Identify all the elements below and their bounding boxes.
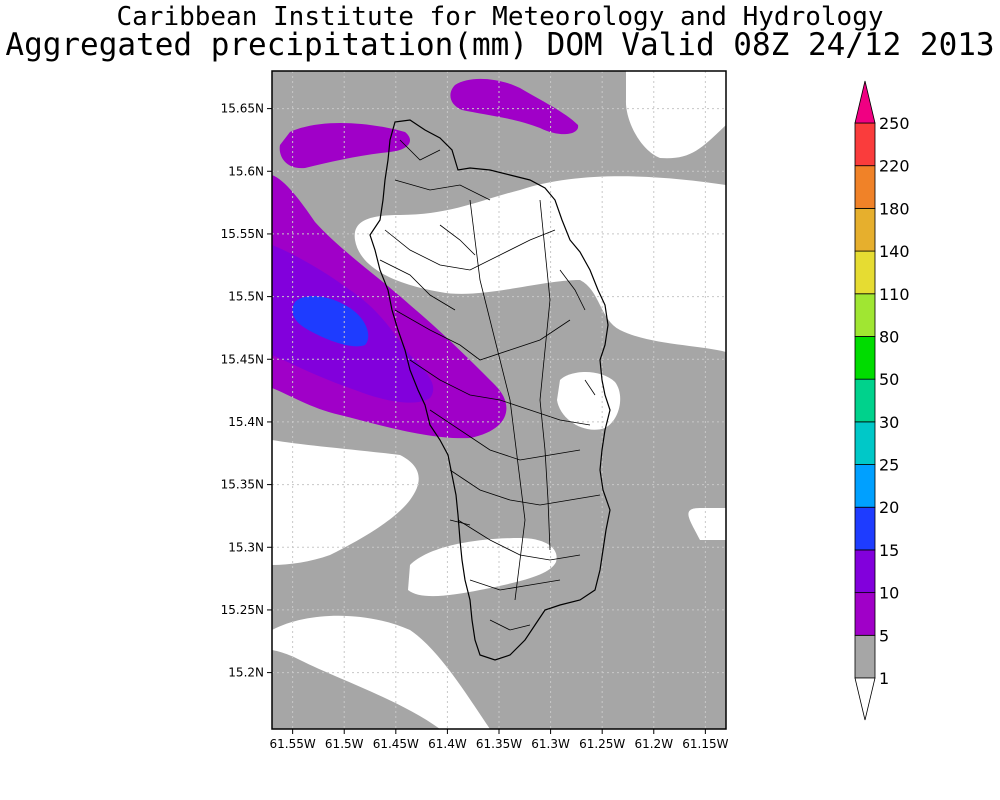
no-rain-area-sw bbox=[272, 615, 490, 729]
x-tick-label: 61.55W bbox=[270, 737, 316, 751]
colorbar-segment bbox=[854, 378, 876, 423]
x-tick-label: 61.15W bbox=[682, 737, 728, 751]
y-tick-label: 15.3N bbox=[228, 540, 264, 554]
no-rain-area-south bbox=[408, 538, 557, 597]
x-tick-label: 61.3W bbox=[531, 737, 570, 751]
no-rain-area-east bbox=[557, 372, 621, 430]
y-tick-label: 15.5N bbox=[228, 290, 264, 304]
colorbar-label: 1 bbox=[879, 669, 889, 688]
colorbar-segment bbox=[854, 165, 876, 209]
y-tick-label: 15.35N bbox=[221, 478, 264, 492]
colorbar-label: 5 bbox=[879, 626, 889, 645]
colorbar-label: 50 bbox=[879, 370, 899, 389]
colorbar-segment bbox=[854, 464, 876, 508]
colorbar-segment bbox=[854, 506, 876, 551]
no-rain-area-ne bbox=[625, 71, 726, 159]
colorbar-label: 250 bbox=[879, 114, 910, 133]
colorbar-segment bbox=[854, 122, 876, 167]
x-axis-ticks: 61.55W 61.5W 61.45W 61.4W 61.35W 61.3W 61.25W 6… bbox=[270, 729, 729, 751]
map-area bbox=[272, 71, 726, 729]
y-tick-label: 15.4N bbox=[228, 415, 264, 429]
colorbar-min-triangle bbox=[854, 677, 876, 721]
colorbar-label: 220 bbox=[879, 157, 910, 176]
y-tick-label: 15.25N bbox=[221, 603, 264, 617]
colorbar-label: 180 bbox=[879, 199, 910, 218]
x-tick-label: 61.5W bbox=[325, 737, 364, 751]
colorbar-label: 15 bbox=[879, 541, 899, 560]
x-tick-label: 61.35W bbox=[476, 737, 522, 751]
dominica-coastline bbox=[369, 119, 611, 661]
colorbar-label: 80 bbox=[879, 327, 899, 346]
map-gridlines bbox=[272, 71, 726, 729]
colorbar-segment bbox=[854, 592, 876, 636]
river-network bbox=[379, 139, 601, 631]
colorbar-segment bbox=[854, 421, 876, 465]
colorbar-segment bbox=[854, 634, 876, 679]
y-tick-label: 15.6N bbox=[228, 164, 264, 178]
colorbar-segment bbox=[854, 293, 876, 337]
x-tick-label: 61.45W bbox=[373, 737, 419, 751]
y-tick-label: 15.2N bbox=[228, 666, 264, 680]
y-axis-ticks: 15.65N 15.6N 15.55N 15.5N 15.45N 15.4N 15.35N 1… bbox=[221, 102, 272, 680]
y-tick-label: 15.65N bbox=[221, 102, 264, 116]
colorbar-segment bbox=[854, 207, 876, 252]
x-tick-label: 61.2W bbox=[634, 737, 673, 751]
colorbar-label: 25 bbox=[879, 456, 899, 475]
colorbar-segment bbox=[854, 336, 876, 380]
colorbar-label: 20 bbox=[879, 498, 899, 517]
colorbar-label: 10 bbox=[879, 584, 899, 603]
precip-5-10mm-north bbox=[450, 78, 579, 135]
precip-15-20mm bbox=[292, 296, 369, 347]
precip-5-10mm-nw bbox=[279, 122, 410, 169]
colorbar-label: 110 bbox=[879, 285, 910, 304]
colorbar-label: 140 bbox=[879, 242, 910, 261]
chart-subtitle: Aggregated precipitation(mm) DOM Valid 0… bbox=[5, 27, 995, 63]
colorbar-max-triangle bbox=[854, 80, 876, 124]
no-rain-area-north-band bbox=[354, 176, 726, 352]
no-rain-area-southeast bbox=[688, 508, 726, 540]
colorbar-segment bbox=[854, 250, 876, 295]
y-tick-label: 15.55N bbox=[221, 227, 264, 241]
colorbar-segment bbox=[854, 549, 876, 594]
x-tick-label: 61.25W bbox=[579, 737, 625, 751]
colorbar-label: 30 bbox=[879, 413, 899, 432]
no-rain-area-west bbox=[272, 440, 419, 565]
y-tick-label: 15.45N bbox=[221, 352, 264, 366]
x-tick-label: 61.4W bbox=[428, 737, 467, 751]
chart-title: Caribbean Institute for Meteorology and … bbox=[116, 2, 884, 32]
